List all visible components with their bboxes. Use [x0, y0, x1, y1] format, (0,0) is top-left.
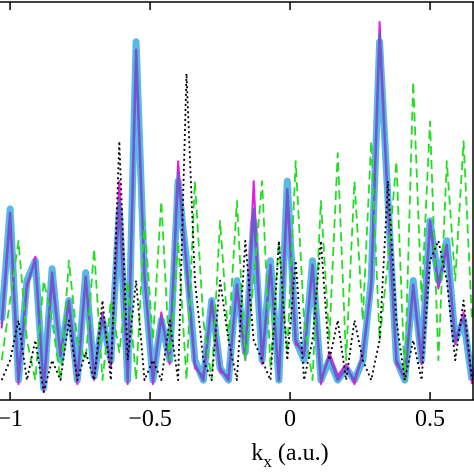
x-tick-label: −0.5	[128, 406, 172, 432]
series-line	[0, 32, 474, 390]
x-label-rest: (a.u.)	[272, 440, 329, 466]
series-line	[0, 80, 473, 381]
x-label-main: k	[251, 440, 263, 466]
series-line	[0, 72, 473, 393]
x-axis-label: kx (a.u.)	[251, 440, 328, 471]
x-label-sub: x	[263, 452, 272, 471]
x-tick-label: 0.5	[415, 406, 445, 432]
x-tick-label: −1	[0, 406, 23, 432]
x-tick-label: 0	[284, 406, 296, 432]
